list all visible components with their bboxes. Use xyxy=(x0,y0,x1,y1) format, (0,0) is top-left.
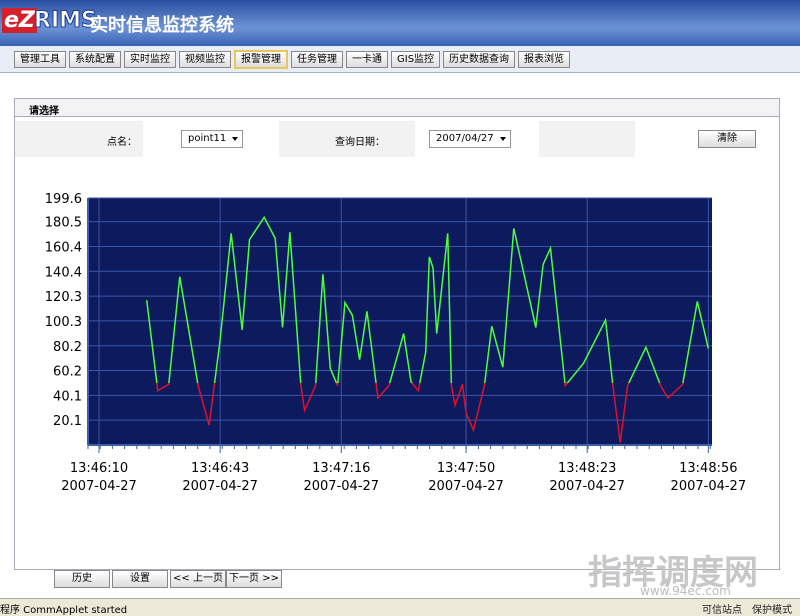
watermark-url: www.94ec.com xyxy=(640,584,731,598)
app-title: 实时信息监控系统 xyxy=(90,15,234,36)
y-tick-label: 140.4 xyxy=(45,265,82,280)
data-line xyxy=(145,215,710,443)
y-tick-label: 80.2 xyxy=(53,340,82,355)
panel-title: 请选择 xyxy=(29,106,59,117)
y-tick-label: 40.1 xyxy=(53,389,82,404)
date-select[interactable]: 2007/04/27 xyxy=(429,130,511,148)
x-tick-label: 13:46:43 xyxy=(191,461,249,476)
menu-item[interactable]: 报警管理 xyxy=(234,50,288,69)
x-tick-label: 13:48:23 xyxy=(558,461,616,476)
x-date-label: 2007-04-27 xyxy=(61,479,137,494)
watermark: 指挥调度网 xyxy=(588,553,758,593)
settings-button[interactable]: 设置 xyxy=(112,570,168,588)
menu-item[interactable]: 系统配置 xyxy=(69,51,121,68)
menu-item[interactable]: 实时监控 xyxy=(124,51,176,68)
x-date-label: 2007-04-27 xyxy=(428,479,504,494)
x-date-label: 2007-04-27 xyxy=(182,479,258,494)
x-tick-label: 13:48:56 xyxy=(679,461,737,476)
point-label: 点名： xyxy=(107,137,137,148)
logo-rims: RIMS xyxy=(34,8,98,34)
protected-mode: 保护模式 xyxy=(752,605,792,616)
date-label: 查询日期： xyxy=(335,137,385,148)
menu-item[interactable]: 历史数据查询 xyxy=(443,51,515,68)
plot-area xyxy=(88,198,712,445)
trusted-zone: 可信站点 xyxy=(702,605,742,616)
history-button[interactable]: 历史 xyxy=(54,570,110,588)
panel: 请选择 点名： point11 查询日期： 2007/04/27 清除 xyxy=(14,98,780,570)
prev-button[interactable]: << 上一页 xyxy=(170,570,226,588)
next-button[interactable]: 下一页 >> xyxy=(226,570,282,588)
menu-bar: 管理工具 系统配置 实时监控 视频监控 报警管理 任务管理 一卡通 GIS监控 历史数据查询 报表… xyxy=(0,46,800,73)
menu-item[interactable]: 管理工具 xyxy=(14,51,66,68)
status-text: 程序 CommApplet started xyxy=(0,605,128,616)
point-select[interactable]: point11 xyxy=(181,130,244,148)
y-tick-label: 20.1 xyxy=(53,414,82,429)
x-tick-label: 13:47:16 xyxy=(312,461,370,476)
header: eZ RIMS 实时信息监控系统 xyxy=(0,0,800,46)
logo-e: eZ xyxy=(2,8,37,33)
y-tick-label: 180.5 xyxy=(45,216,82,231)
menu-item[interactable]: GIS监控 xyxy=(391,51,441,68)
menu-item[interactable]: 任务管理 xyxy=(291,51,343,68)
x-date-label: 2007-04-27 xyxy=(303,479,379,494)
y-tick-label: 120.3 xyxy=(45,290,82,305)
y-tick-label: 100.3 xyxy=(45,315,82,330)
x-date-label: 2007-04-27 xyxy=(671,479,747,494)
x-tick-label: 13:46:10 xyxy=(70,461,128,476)
x-date-label: 2007-04-27 xyxy=(549,479,625,494)
y-tick-label: 60.2 xyxy=(53,365,82,380)
status-bar: 程序 CommApplet started 可信站点 保护模式 xyxy=(0,598,800,616)
y-tick-label: 199.6 xyxy=(45,192,82,207)
x-tick-label: 13:47:50 xyxy=(437,461,495,476)
y-tick-label: 160.4 xyxy=(45,241,82,256)
menu-item[interactable]: 报表浏览 xyxy=(518,51,570,68)
clear-button[interactable]: 清除 xyxy=(698,130,756,148)
menu-item[interactable]: 一卡通 xyxy=(346,51,388,68)
menu-item[interactable]: 视频监控 xyxy=(179,51,231,68)
